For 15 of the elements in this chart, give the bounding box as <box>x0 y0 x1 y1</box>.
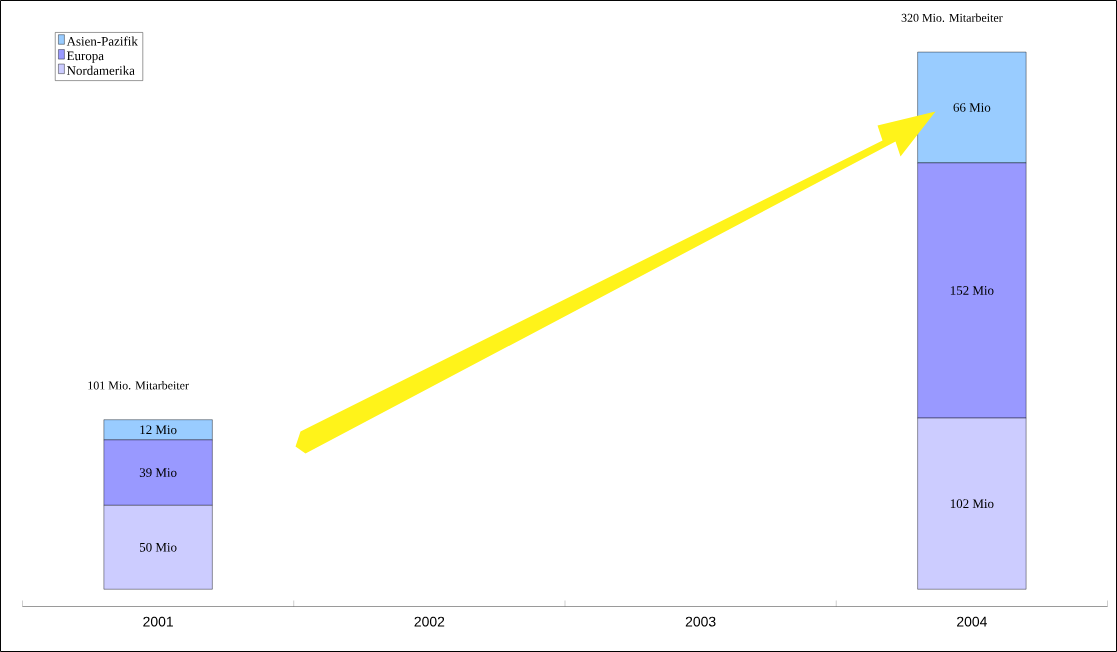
data-label: 39 Mio <box>139 468 177 477</box>
data-label: 66 Mio <box>953 103 991 112</box>
legend-label: Europa <box>66 51 104 63</box>
x-tick-label: 2004 <box>957 616 987 627</box>
total-label: 101 Mio. Mitarbeiter <box>88 381 189 390</box>
total-label: 320 Mio. Mitarbeiter <box>901 13 1003 22</box>
legend-label: Nordamerika <box>66 65 135 75</box>
data-label: 50 Mio <box>139 542 177 552</box>
x-tick-label: 2002 <box>414 616 445 627</box>
data-label: 102 Mio <box>950 499 994 509</box>
x-tick-label: 2001 <box>143 616 173 627</box>
legend-label: Asien-Pazifik <box>66 36 138 46</box>
x-tick-label: 2003 <box>685 616 716 627</box>
data-label: 152 Mio <box>950 286 994 295</box>
data-label: 12 Mio <box>140 425 177 435</box>
